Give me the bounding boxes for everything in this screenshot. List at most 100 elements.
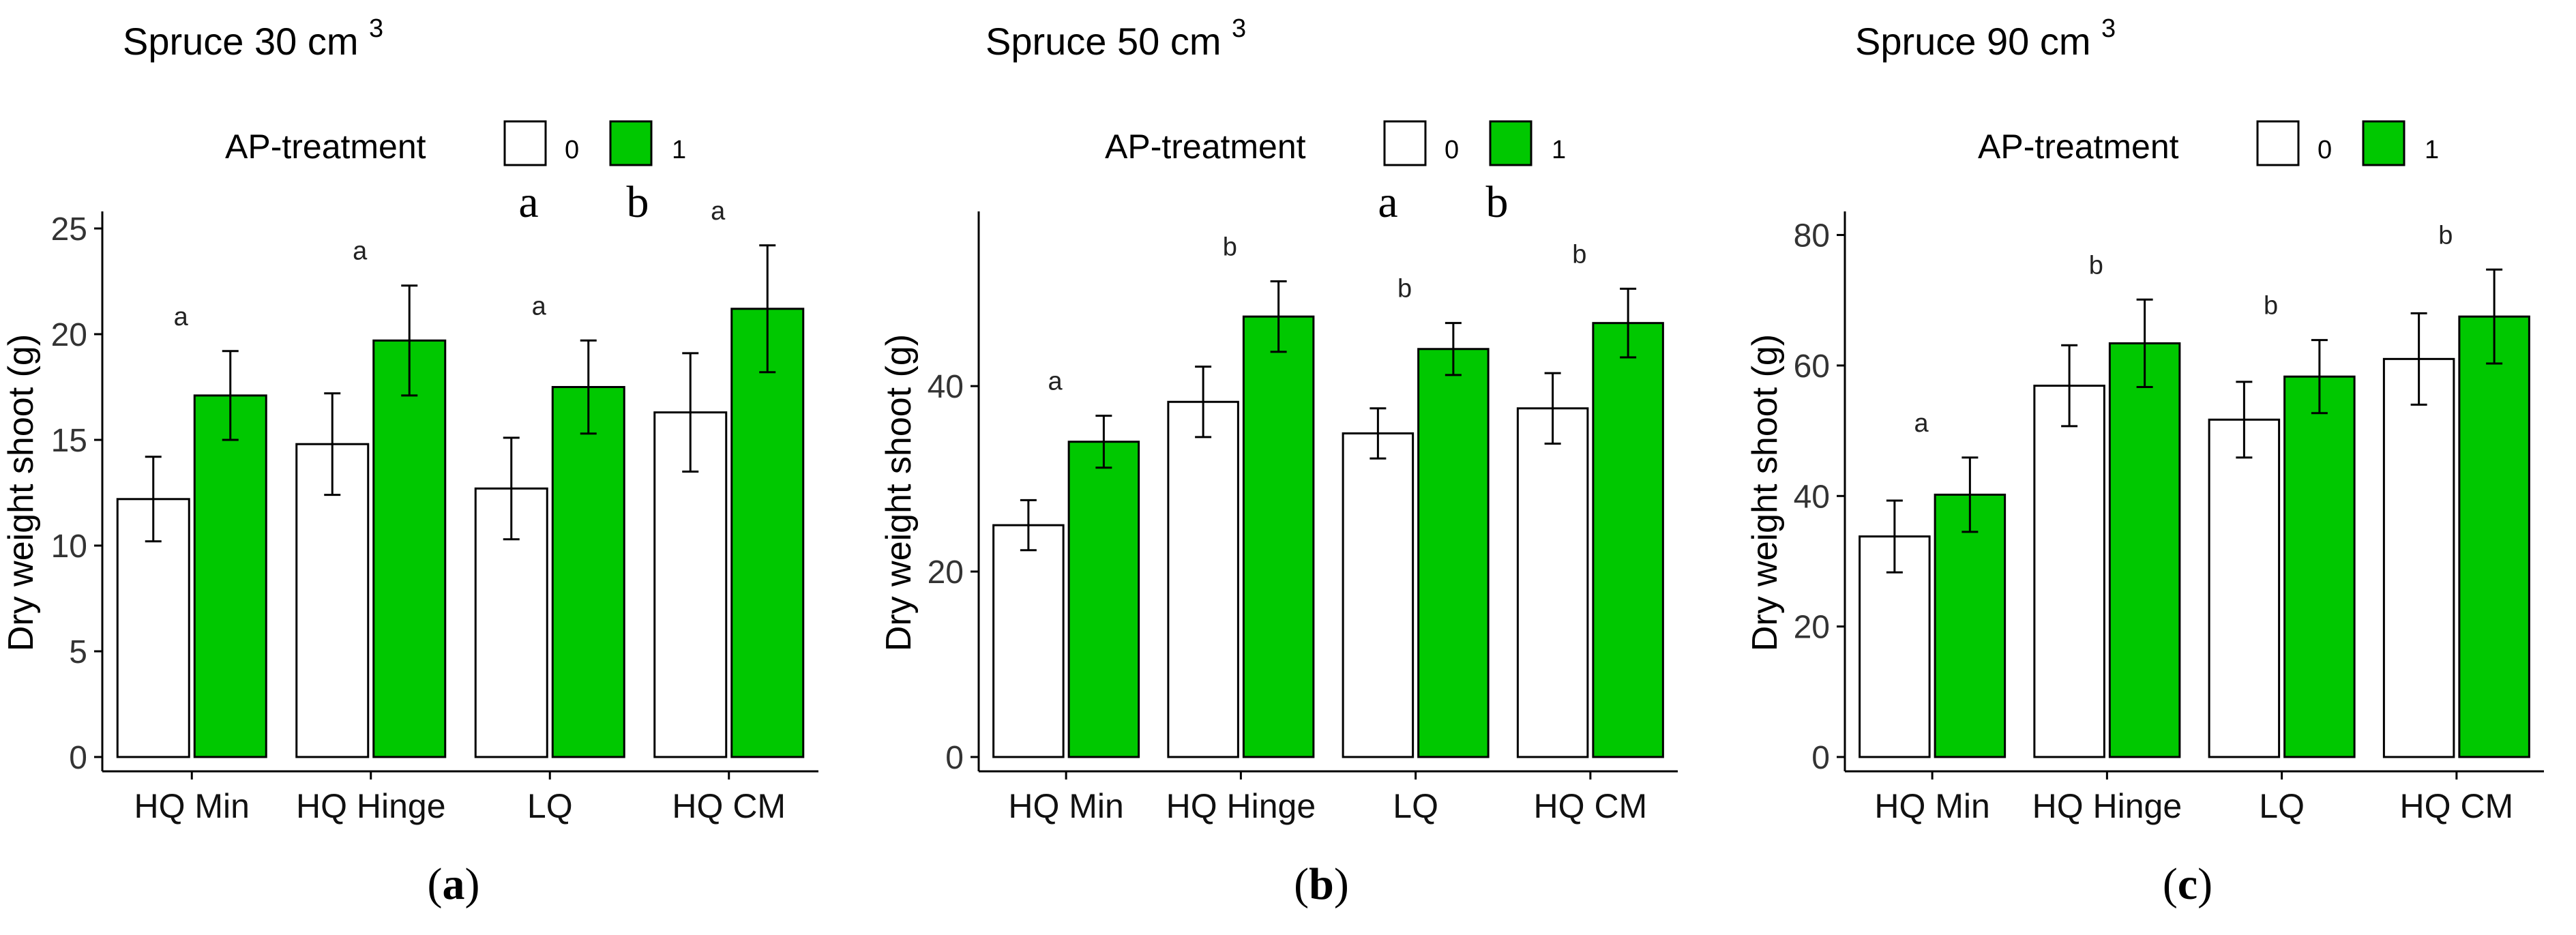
bar-1 [551,386,625,758]
significance-letter: b [2089,251,2103,280]
bar-0 [2382,357,2455,758]
chart-title: Spruce 90 cm 3 [1855,14,2116,63]
bar-1 [2283,375,2356,758]
panel-label: (c) [2163,859,2212,909]
chart-title-text: Spruce 90 cm [1855,20,2101,63]
panel-label: (b) [1294,859,1349,909]
panel-label-close: ) [2197,859,2212,909]
x-tick-label: HQ Hinge [2032,787,2182,825]
bar-1 [1242,315,1315,758]
y-tick-label: 25 [51,211,87,248]
x-tick-label: HQ CM [672,787,786,825]
legend-title: AP-treatment [225,128,426,166]
y-tick-label: 20 [51,317,87,353]
legend-label-1: 1 [2425,136,2439,164]
x-tick-label: HQ Min [1874,787,1989,825]
chart-title-text: Spruce 30 cm [123,20,369,63]
significance-letter: a [1048,368,1063,396]
bar-1 [372,339,447,758]
significance-letter: b [1397,275,1412,303]
legend-title: AP-treatment [1978,128,2179,166]
legend-label-1: 1 [672,136,686,164]
x-tick-label: LQ [1393,787,1438,825]
legend-swatch-0 [2256,120,2300,166]
legend-title: AP-treatment [1105,128,1306,166]
significance-letter: a [1914,409,1929,438]
bar-1 [1592,322,1664,758]
significance-letter: a [353,237,368,266]
y-tick-label: 0 [69,740,87,776]
bar-1 [1067,441,1140,758]
bar-1 [730,308,805,758]
x-tick-label: LQ [527,787,573,825]
y-tick-label: 20 [1794,610,1830,646]
panel-label-letter: c [2178,859,2197,909]
panel-1: Spruce 30 cm 3 AP-treatment 0 1 a b 0 5 10 15 20 25… [1,14,818,909]
chart-title-superscript: 3 [369,14,383,43]
significance-letter: a [711,197,726,226]
significance-letter: b [2438,221,2453,250]
y-tick-label: 80 [1794,218,1830,254]
y-axis-label: Dry weight shoot (g) [1,334,41,651]
legend-label-1: 1 [1552,136,1566,164]
significance-letter: a [532,292,547,321]
panel-label-letter: b [1309,859,1334,909]
significance-letter: b [1572,240,1586,269]
y-tick-label: 0 [945,740,964,776]
bar-0 [2208,418,2281,758]
legend-group-letter: b [1486,177,1509,227]
bar-0 [992,524,1065,758]
y-tick-label: 60 [1794,348,1830,385]
y-tick-label: 15 [51,423,87,459]
legend-label-0: 0 [2318,136,2332,164]
significance-letter: b [1223,233,1237,262]
significance-letter: a [174,303,189,331]
legend-group-letter: a [518,177,538,227]
legend-swatch-1 [2362,120,2405,166]
legend: AP-treatment 0 1 [225,120,686,166]
bar-1 [2458,315,2530,758]
y-axis-label: Dry weight shoot (g) [879,334,919,651]
bar-0 [1516,407,1589,758]
y-tick-label: 10 [51,529,87,565]
chart-title-superscript: 3 [1232,14,1246,43]
y-tick-label: 5 [69,634,87,670]
significance-letter: b [2264,292,2278,321]
legend: AP-treatment 0 1 [1978,120,2439,166]
chart-title: Spruce 50 cm 3 [986,14,1246,63]
y-tick-label: 20 [928,554,964,591]
y-tick-label: 40 [1794,479,1830,515]
legend-swatch-1 [1489,120,1533,166]
x-tick-label: HQ CM [2400,787,2514,825]
legend-label-0: 0 [565,136,579,164]
x-tick-label: HQ Hinge [296,787,446,825]
bar-0 [295,443,370,758]
panel-label-open: ( [2163,859,2178,909]
x-tick-label: HQ CM [1534,787,1648,825]
x-tick-label: HQ Hinge [1166,787,1316,825]
bar-1 [1934,493,2007,758]
chart-title-superscript: 3 [2101,14,2116,43]
legend: AP-treatment 0 1 [1105,120,1566,166]
x-tick-label: LQ [2259,787,2305,825]
bar-1 [2108,342,2181,758]
bar-0 [1167,400,1239,758]
panel-label-letter: a [443,859,465,909]
bar-1 [193,394,267,758]
bar-0 [1342,432,1415,758]
legend-swatch-1 [609,120,653,166]
panel-3: Spruce 90 cm 3AP-treatment 0 1020406080Dry… [1745,14,2544,909]
legend-label-0: 0 [1445,136,1459,164]
x-tick-label: HQ Min [1008,787,1123,825]
legend-group-letter: a [1378,177,1397,227]
x-tick-label: HQ Min [134,787,250,825]
y-tick-label: 0 [1811,740,1830,776]
legend-swatch-0 [503,120,547,166]
panel-label-close: ) [1334,859,1349,909]
panel-label-close: ) [465,859,480,909]
panel-label-open: ( [1294,859,1309,909]
chart-title: Spruce 30 cm 3 [123,14,383,63]
legend-swatch-0 [1383,120,1427,166]
